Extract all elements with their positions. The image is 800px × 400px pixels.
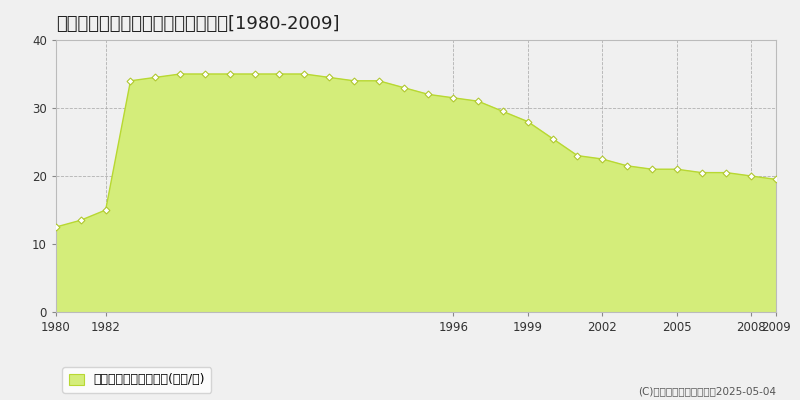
Legend: 公示地価　平均坪単価(万円/坪): 公示地価 平均坪単価(万円/坪) bbox=[62, 367, 211, 393]
Text: (C)土地価格ドットコム　2025-05-04: (C)土地価格ドットコム 2025-05-04 bbox=[638, 386, 776, 396]
Text: 河北郡内灘町大清台　公示地価推移[1980-2009]: 河北郡内灘町大清台 公示地価推移[1980-2009] bbox=[56, 15, 339, 33]
